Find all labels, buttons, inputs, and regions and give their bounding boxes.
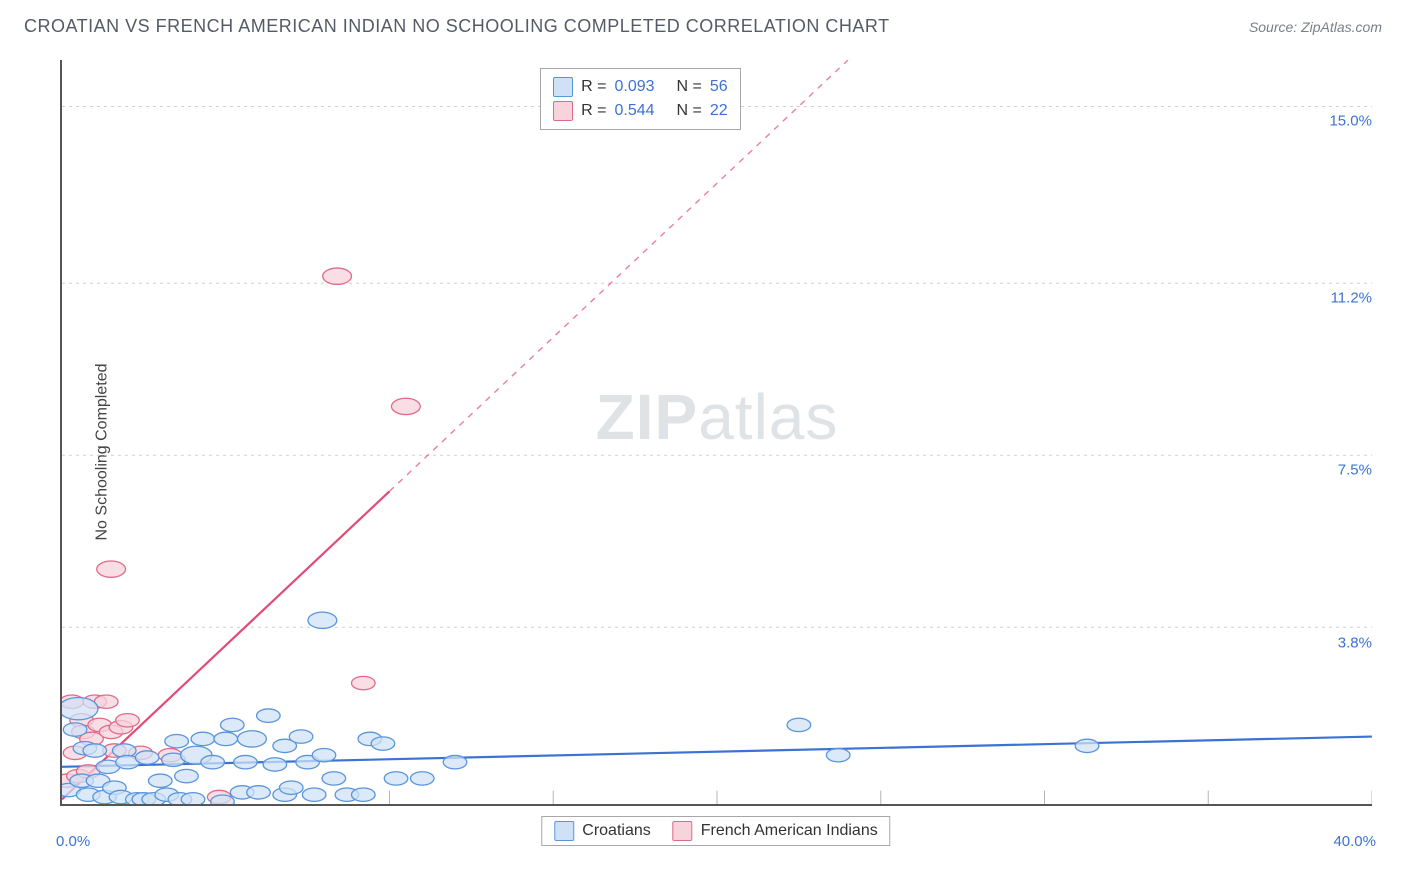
data-point — [289, 730, 313, 743]
data-point — [221, 718, 245, 731]
data-point — [312, 748, 336, 761]
data-point — [384, 772, 408, 785]
y-tick-label: 7.5% — [1338, 462, 1372, 479]
plot-area: ZIPatlas R = 0.093N = 56R = 0.544N = 22 — [60, 60, 1372, 806]
data-point — [302, 788, 326, 801]
data-point — [308, 612, 337, 628]
data-point — [181, 793, 205, 804]
data-point — [116, 714, 140, 727]
x-axis-max: 40.0% — [1333, 833, 1376, 850]
legend-row: R = 0.093N = 56 — [553, 75, 728, 99]
source-attribution: Source: ZipAtlas.com — [1249, 19, 1382, 35]
data-point — [371, 737, 395, 750]
legend-item: French American Indians — [673, 821, 878, 841]
data-point — [211, 795, 235, 804]
data-point — [263, 758, 287, 771]
legend-swatch — [554, 821, 574, 841]
legend-row: R = 0.544N = 22 — [553, 99, 728, 123]
data-point — [97, 561, 126, 577]
data-point — [63, 723, 87, 736]
data-point — [201, 755, 225, 768]
data-point — [279, 781, 303, 794]
data-point — [135, 751, 159, 764]
data-point — [826, 748, 850, 761]
data-point — [214, 732, 238, 745]
correlation-legend: R = 0.093N = 56R = 0.544N = 22 — [540, 68, 741, 130]
data-point — [352, 676, 376, 689]
chart-container: No Schooling Completed ZIPatlas R = 0.09… — [50, 54, 1382, 850]
legend-label: Croatians — [582, 822, 650, 840]
legend-swatch — [553, 101, 573, 121]
y-tick-label: 3.8% — [1338, 634, 1372, 651]
data-point — [62, 698, 98, 720]
y-tick-label: 11.2% — [1331, 289, 1372, 306]
data-point — [410, 772, 434, 785]
y-tick-label: 15.0% — [1329, 112, 1372, 129]
data-point — [352, 788, 376, 801]
x-axis-min: 0.0% — [56, 833, 90, 850]
data-point — [391, 398, 420, 414]
data-point — [191, 732, 215, 745]
data-point — [247, 786, 271, 799]
data-point — [83, 744, 107, 757]
legend-swatch — [553, 77, 573, 97]
chart-title: CROATIAN VS FRENCH AMERICAN INDIAN NO SC… — [24, 16, 890, 37]
data-point — [234, 755, 258, 768]
data-point — [175, 769, 199, 782]
series-legend: Croatians French American Indians — [541, 816, 890, 846]
data-point — [1075, 739, 1099, 752]
data-point — [257, 709, 281, 722]
data-point — [165, 735, 189, 748]
data-point — [323, 268, 352, 284]
data-point — [238, 731, 267, 747]
legend-label: French American Indians — [701, 822, 878, 840]
data-point — [787, 718, 811, 731]
data-point — [443, 755, 467, 768]
data-point — [322, 772, 346, 785]
legend-item: Croatians — [554, 821, 650, 841]
data-point — [148, 774, 172, 787]
legend-swatch — [673, 821, 693, 841]
